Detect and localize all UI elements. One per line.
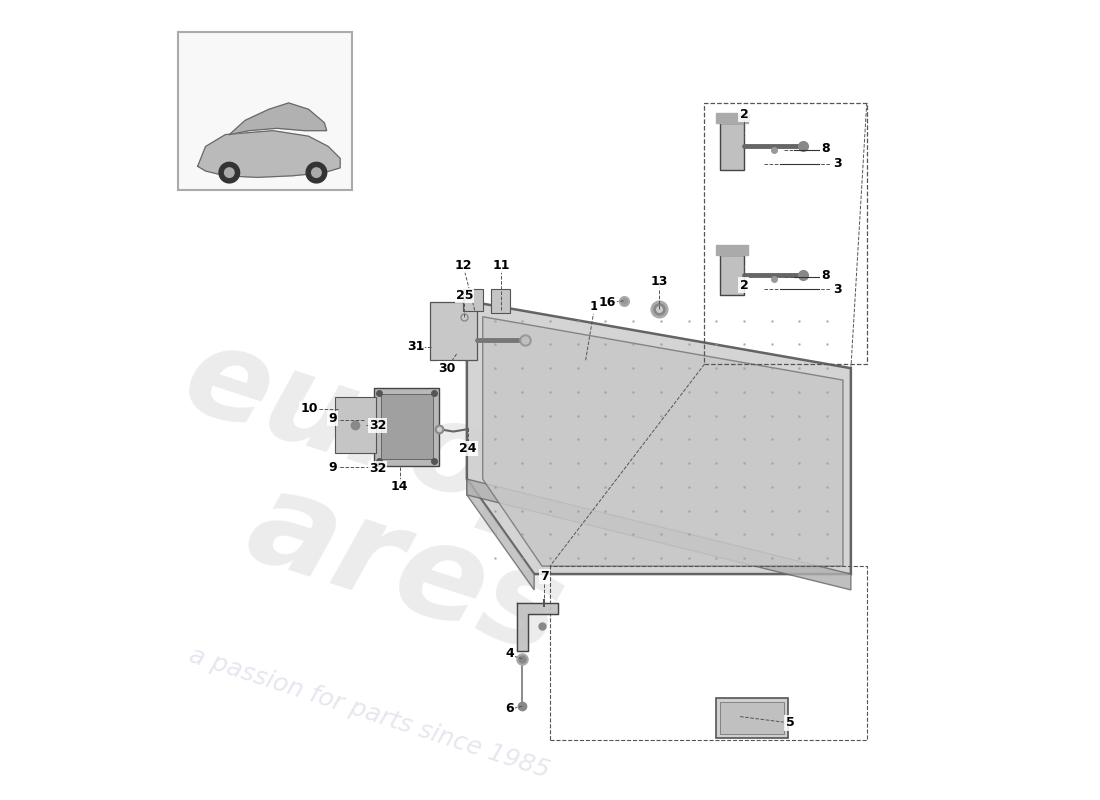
Text: 4: 4 — [505, 646, 514, 660]
Circle shape — [306, 162, 327, 183]
Text: 2: 2 — [739, 278, 748, 291]
Polygon shape — [716, 698, 788, 738]
Text: ares: ares — [233, 460, 579, 680]
Text: 11: 11 — [492, 258, 509, 272]
Polygon shape — [491, 289, 510, 313]
Text: 24: 24 — [459, 442, 476, 454]
Polygon shape — [198, 130, 340, 178]
Polygon shape — [716, 246, 748, 255]
Polygon shape — [334, 398, 376, 453]
Text: 6: 6 — [505, 702, 514, 715]
Polygon shape — [466, 479, 535, 590]
Polygon shape — [716, 114, 748, 122]
Text: 1: 1 — [590, 300, 598, 313]
Text: a passion for parts since 1985: a passion for parts since 1985 — [186, 643, 552, 782]
Circle shape — [224, 168, 234, 178]
Text: 12: 12 — [454, 258, 472, 272]
Text: 30: 30 — [439, 362, 455, 375]
Text: 13: 13 — [650, 274, 668, 287]
Text: 9: 9 — [328, 412, 337, 426]
Text: 25: 25 — [455, 289, 473, 302]
Circle shape — [311, 168, 321, 178]
Circle shape — [219, 162, 240, 183]
Text: 31: 31 — [407, 340, 425, 354]
Polygon shape — [229, 103, 327, 134]
Polygon shape — [381, 394, 432, 459]
Polygon shape — [466, 301, 851, 574]
Polygon shape — [463, 289, 483, 311]
Text: 5: 5 — [785, 717, 794, 730]
Text: 14: 14 — [390, 480, 408, 493]
Text: 16: 16 — [598, 296, 616, 309]
Text: 3: 3 — [833, 282, 842, 295]
Text: 10: 10 — [300, 402, 318, 415]
Text: europ: europ — [169, 314, 598, 557]
Polygon shape — [483, 317, 843, 566]
FancyBboxPatch shape — [178, 32, 352, 190]
Polygon shape — [720, 122, 744, 170]
Polygon shape — [374, 388, 439, 466]
Text: 32: 32 — [368, 418, 386, 432]
Text: 9: 9 — [328, 461, 337, 474]
Text: 8: 8 — [822, 142, 829, 155]
Polygon shape — [466, 479, 851, 590]
Text: 8: 8 — [822, 269, 829, 282]
Text: 32: 32 — [368, 462, 386, 475]
Polygon shape — [720, 702, 783, 734]
Text: 3: 3 — [833, 158, 842, 170]
Polygon shape — [517, 603, 558, 651]
Text: 7: 7 — [540, 570, 549, 583]
Polygon shape — [430, 302, 477, 360]
Text: 2: 2 — [739, 107, 748, 121]
Polygon shape — [720, 255, 744, 294]
